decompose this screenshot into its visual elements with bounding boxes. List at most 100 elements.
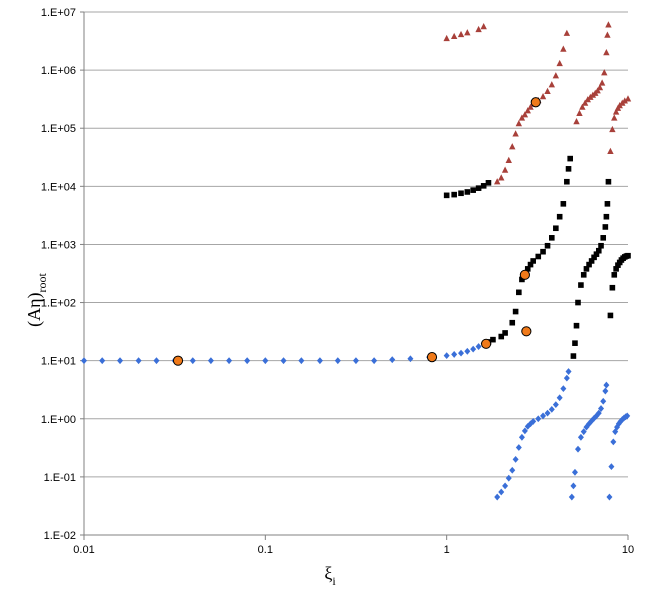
diamond-point — [608, 463, 615, 471]
diamond-point — [512, 455, 519, 463]
diamond-point — [515, 444, 522, 451]
square-point — [458, 190, 464, 197]
square-point — [600, 235, 607, 241]
triangle-point — [611, 114, 618, 121]
square-point — [604, 201, 611, 207]
diamond-point — [556, 394, 563, 402]
square-point — [470, 187, 476, 193]
triangle-point — [457, 30, 465, 38]
triangle-point — [624, 95, 632, 102]
diamond-point — [135, 357, 142, 365]
diamond-point — [389, 356, 396, 364]
triangle-point — [515, 120, 523, 127]
diamond-point — [577, 433, 584, 441]
triangle-point — [544, 87, 551, 95]
triangle-point — [556, 59, 563, 67]
x-tick-label: 0.01 — [73, 544, 94, 556]
diamond-point — [81, 357, 87, 365]
square-point — [560, 201, 567, 207]
square-point — [530, 258, 536, 264]
triangle-point — [521, 111, 529, 118]
diamond-point — [521, 427, 528, 435]
square-point — [540, 248, 546, 255]
triangle-point — [573, 118, 580, 125]
triangle-point — [598, 79, 606, 86]
diamond-point — [475, 343, 482, 350]
diamond-point — [575, 445, 582, 453]
triangle-point — [604, 31, 611, 38]
square-point — [544, 242, 551, 249]
square-point — [593, 251, 600, 257]
triangle-point — [509, 143, 516, 150]
diamond-point — [207, 357, 214, 365]
square-point — [565, 166, 572, 172]
triangle-point — [612, 108, 620, 115]
square-point — [567, 155, 573, 162]
y-tick-label: 1.E+06 — [41, 65, 76, 77]
square-point — [609, 284, 616, 291]
x-tick-label: 10 — [622, 544, 634, 556]
triangle-point — [621, 97, 628, 104]
square-point — [549, 235, 555, 241]
triangle-point — [518, 114, 526, 121]
square-point — [502, 330, 508, 336]
diamond-point — [518, 433, 525, 441]
diamond-point — [602, 387, 609, 395]
triangle-point — [450, 32, 458, 40]
square-point — [480, 183, 487, 189]
diamond-point — [470, 345, 477, 353]
square-point — [485, 180, 492, 186]
diamond-point — [262, 357, 269, 365]
diamond-point — [598, 405, 605, 412]
circle-point — [521, 326, 532, 337]
triangle-point — [607, 147, 614, 154]
triangle-point — [603, 49, 610, 56]
square-point — [625, 252, 631, 259]
diamond-point — [226, 357, 233, 365]
square-point — [498, 333, 505, 340]
triangle-point — [601, 69, 608, 76]
diamond-point — [603, 381, 610, 389]
x-axis-title: ξi — [324, 563, 336, 588]
y-tick-label: 1.E-02 — [44, 530, 76, 542]
diamond-point — [595, 409, 602, 417]
triangle-point — [609, 125, 616, 133]
diamond-point — [153, 357, 160, 365]
y-tick-label: 1.E+02 — [41, 298, 76, 310]
diamond-point — [600, 397, 607, 405]
square-point — [580, 272, 587, 278]
circle-point — [530, 97, 541, 108]
square-point — [602, 224, 609, 230]
triangle-point — [548, 81, 556, 88]
triangle-point — [475, 25, 482, 33]
diamond-point — [624, 412, 631, 420]
diamond-point — [352, 357, 359, 365]
square-point — [556, 213, 563, 220]
diamond-point — [117, 357, 124, 365]
square-point — [578, 282, 584, 288]
square-point — [443, 192, 450, 199]
x-tick-label: 1 — [444, 544, 450, 556]
series-circle-markers — [172, 97, 541, 366]
diamond-point — [606, 493, 613, 501]
diamond-point — [451, 351, 458, 358]
diamond-point — [280, 357, 287, 365]
x-tick-labels: 0.01 0.1 1 10 — [73, 544, 634, 556]
triangle-point — [480, 23, 487, 30]
square-point — [490, 336, 496, 343]
diamond-point — [464, 347, 471, 355]
diamond-point — [560, 385, 567, 393]
diamond-point — [505, 474, 512, 482]
square-point — [586, 261, 592, 268]
circle-point — [519, 269, 530, 280]
triangle-point — [576, 109, 583, 116]
diamond-point — [591, 414, 598, 422]
y-tick-label: 1.E+07 — [41, 7, 76, 19]
square-point — [573, 322, 580, 329]
triangle-point — [563, 29, 571, 36]
square-point — [464, 189, 471, 195]
triangle-point — [501, 166, 509, 173]
diamond-point — [540, 412, 547, 420]
circle-point — [481, 338, 492, 349]
